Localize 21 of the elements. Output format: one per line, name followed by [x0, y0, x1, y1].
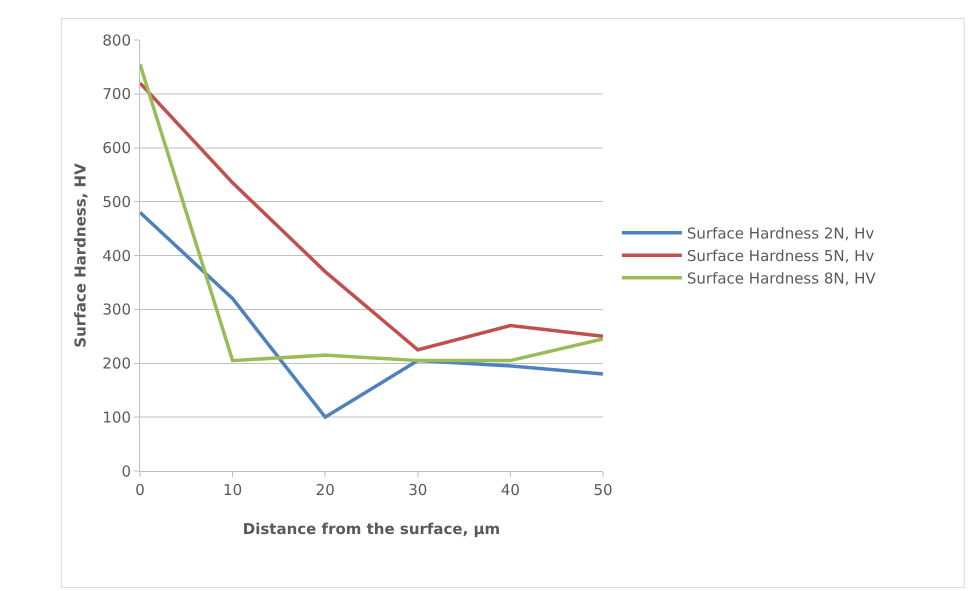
y-axis-title: Surface Hardness, HV [72, 162, 90, 348]
y-tick-label: 0 [121, 462, 131, 480]
legend-label: Surface Hardness 2N, Hv [686, 224, 874, 243]
y-tick-label: 100 [102, 408, 131, 426]
y-tick-label: 500 [102, 192, 131, 211]
x-tick-label: 20 [316, 481, 335, 499]
y-tick-label: 800 [102, 31, 131, 50]
legend-label: Surface Hardness 5N, Hv [686, 247, 874, 266]
y-tick-label: 200 [102, 354, 131, 372]
x-tick-label: 30 [408, 481, 428, 499]
legend-label: Surface Hardness 8N, HV [686, 270, 876, 288]
y-tick-label: 400 [102, 246, 131, 265]
x-axis-title: Distance from the surface, µm [242, 520, 500, 538]
y-tick-label: 700 [102, 85, 131, 104]
x-tick-label: 10 [223, 481, 242, 499]
line-series [140, 210, 603, 419]
x-tick-label: 50 [593, 481, 613, 499]
x-tick-label: 40 [500, 481, 520, 499]
y-tick-label: 300 [102, 300, 131, 319]
y-tick-label: 600 [102, 139, 131, 157]
x-tick-label: 0 [135, 481, 145, 499]
